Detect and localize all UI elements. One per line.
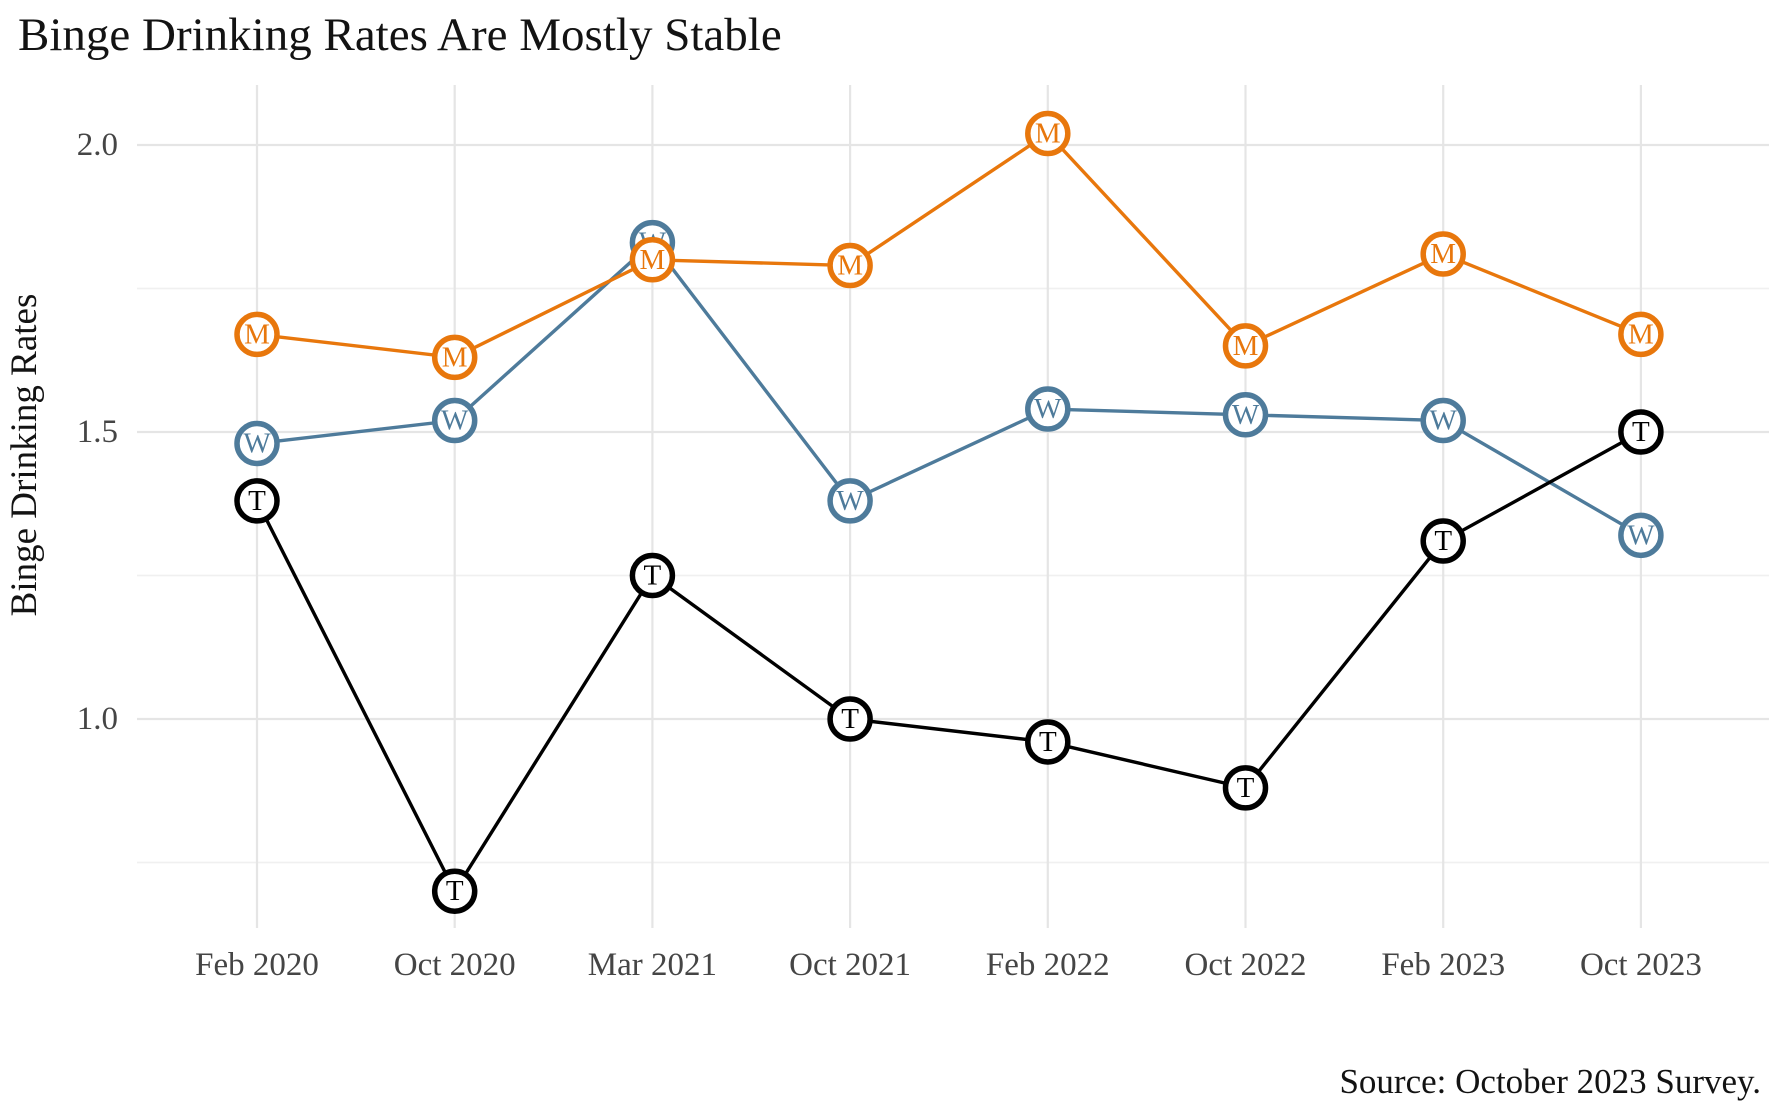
marker-letter-t: T <box>446 875 464 907</box>
x-tick-label: Oct 2023 <box>1580 947 1702 983</box>
marker-letter-w: W <box>836 485 864 517</box>
x-tick-label: Feb 2022 <box>986 947 1110 983</box>
marker-letter-t: T <box>248 485 266 517</box>
series-line-w <box>256 240 1642 537</box>
marker-letter-w: W <box>1034 393 1062 425</box>
series-line-m <box>256 131 1642 360</box>
y-tick-label: 1.0 <box>77 701 118 737</box>
marker-letter-w: W <box>1627 519 1655 551</box>
series-line-t <box>255 430 1642 895</box>
marker-letter-t: T <box>1039 726 1057 758</box>
data-point-marker-w <box>1222 392 1269 438</box>
data-point-marker-m <box>629 237 676 283</box>
data-point-marker-t <box>1420 518 1466 564</box>
marker-letter-m: M <box>837 250 863 282</box>
data-point-marker-m <box>1222 323 1269 369</box>
y-tick-label: 2.0 <box>77 127 118 163</box>
x-tick-label: Feb 2023 <box>1381 947 1505 983</box>
marker-letter-m: M <box>640 244 666 276</box>
source-note: Source: October 2023 Survey. <box>1339 1062 1761 1101</box>
marker-letter-w: W <box>441 405 469 437</box>
chart-title: Binge Drinking Rates Are Mostly Stable <box>18 9 782 61</box>
data-point-marker-w <box>1618 512 1664 559</box>
data-point-marker-m <box>1618 311 1664 358</box>
marker-letter-m: M <box>1430 238 1456 270</box>
data-point-marker-m <box>827 242 873 289</box>
marker-letter-m: M <box>244 318 270 350</box>
marker-letter-w: W <box>1430 405 1458 437</box>
marker-letter-t: T <box>644 560 662 592</box>
data-point-marker-t <box>1025 719 1071 765</box>
marker-letter-t: T <box>1237 772 1255 804</box>
marker-letter-m: M <box>1628 318 1654 350</box>
data-point-marker-m <box>1025 110 1071 157</box>
y-tick-label: 1.5 <box>77 414 118 450</box>
data-point-marker-t <box>431 868 478 914</box>
y-axis-label: Binge Drinking Rates <box>4 294 45 617</box>
data-point-marker-t <box>1618 409 1664 455</box>
marker-letter-t: T <box>1632 416 1650 448</box>
marker-letter-t: T <box>841 703 859 735</box>
marker-letter-w: W <box>243 427 271 459</box>
marker-letter-m: M <box>1035 118 1061 150</box>
x-tick-label: Oct 2021 <box>789 947 911 983</box>
marker-letter-m: M <box>442 341 468 373</box>
data-point-marker-m <box>234 311 280 358</box>
x-tick-label: Oct 2022 <box>1185 947 1307 983</box>
data-point-marker-t <box>234 478 280 524</box>
data-point-marker-t <box>827 696 873 742</box>
data-point-marker-m <box>431 334 478 381</box>
data-point-marker-w <box>431 397 478 444</box>
x-tick-label: Feb 2020 <box>195 947 319 983</box>
data-point-marker-w <box>1420 397 1466 444</box>
data-point-marker-m <box>1420 231 1466 277</box>
marker-letter-w: W <box>1232 399 1260 431</box>
data-point-marker-w <box>827 478 873 524</box>
data-point-marker-t <box>629 552 676 599</box>
x-tick-label: Mar 2021 <box>588 947 717 983</box>
data-point-marker-w <box>234 420 280 467</box>
data-point-marker-t <box>1222 765 1269 811</box>
data-point-marker-w <box>1025 386 1071 432</box>
x-tick-label: Oct 2020 <box>394 947 516 983</box>
marker-letter-m: M <box>1233 330 1259 362</box>
marker-letter-t: T <box>1434 525 1452 557</box>
